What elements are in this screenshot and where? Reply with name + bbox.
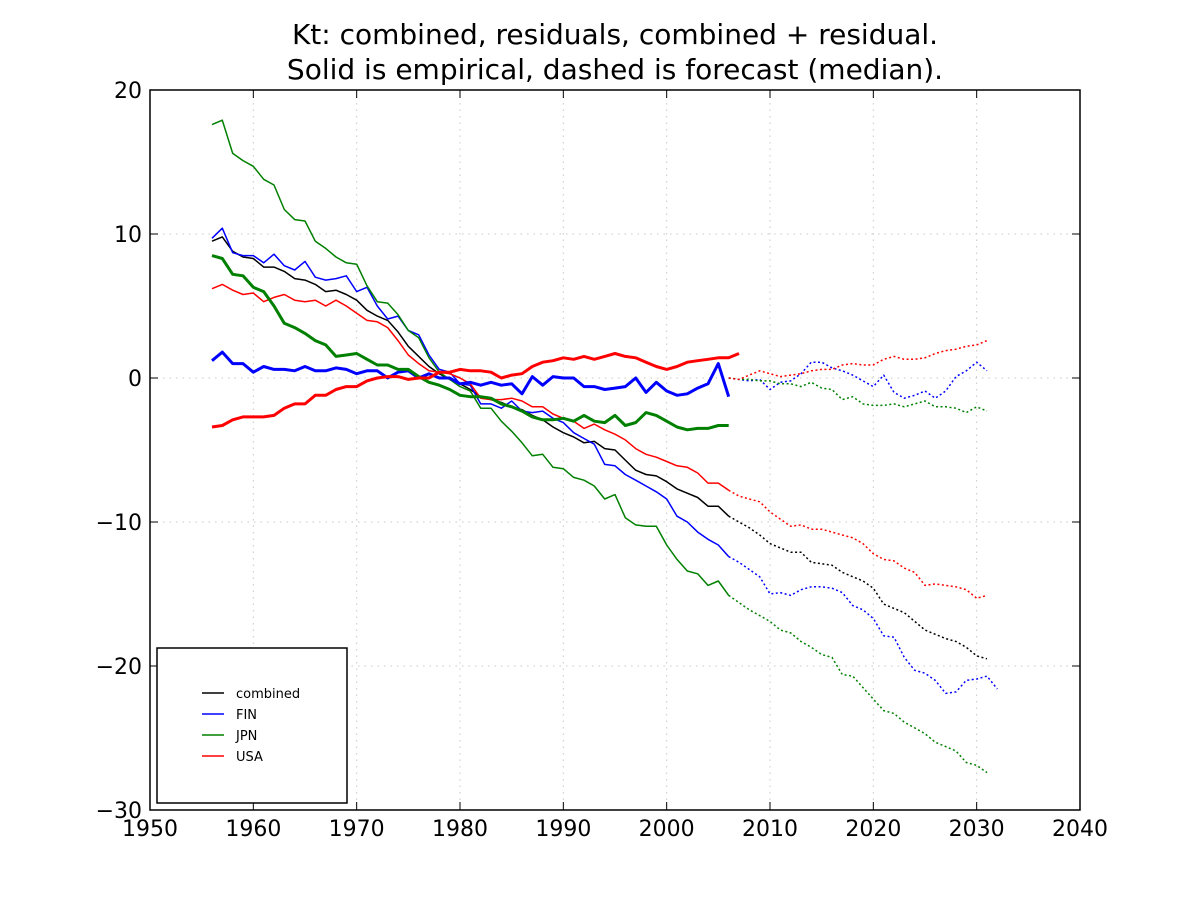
x-tick-label: 1990 <box>535 817 591 842</box>
legend-label-jpn: JPN <box>235 729 257 744</box>
x-tick-label: 1960 <box>225 817 281 842</box>
y-tick-labels: 20 10 0 −10 −20 −30 <box>96 79 142 824</box>
x-tick-label: 1950 <box>122 817 178 842</box>
legend-label-combined: combined <box>236 687 300 702</box>
axis-ticks <box>149 89 1081 811</box>
x-tick-label: 2020 <box>845 817 901 842</box>
y-tick-label: −30 <box>96 799 142 824</box>
legend: combined FIN JPN USA <box>156 647 348 804</box>
legend-label-usa: USA <box>236 750 263 765</box>
x-tick-label: 2000 <box>639 817 695 842</box>
series-line-usa-residual-forecast <box>728 339 988 381</box>
x-tick-label: 2030 <box>949 817 1005 842</box>
y-tick-label: 20 <box>114 79 142 104</box>
series-line-fin-residual-forecast <box>728 361 988 399</box>
y-tick-label: 0 <box>128 367 142 392</box>
legend-label-fin: FIN <box>236 708 257 723</box>
chart-title-line-1: Kt: combined, residuals, combined + resi… <box>292 18 938 51</box>
series-line-jpn-residual <box>211 254 729 432</box>
plot-lines <box>211 119 998 774</box>
chart-title-line-2: Solid is empirical, dashed is forecast (… <box>287 53 943 86</box>
x-tick-label: 1970 <box>329 817 385 842</box>
series-line-usa-residual <box>211 352 740 429</box>
series-line-combined-combined-residual <box>211 236 730 517</box>
y-tick-label: −10 <box>96 511 142 536</box>
x-tick-labels: 1950 1960 1970 1980 1990 2000 2010 2020 2030 2040 <box>122 817 1108 842</box>
y-tick-label: 10 <box>114 223 142 248</box>
series-line-jpn-combined-residual <box>211 119 730 596</box>
x-tick-label: 1980 <box>432 817 488 842</box>
series-line-jpn-forecast <box>728 594 988 774</box>
series-line-fin-residual <box>211 350 731 398</box>
plot-frame <box>149 89 1081 811</box>
series-line-fin-combined-residual <box>211 227 730 558</box>
x-tick-label: 2010 <box>742 817 798 842</box>
x-tick-label: 2040 <box>1052 817 1108 842</box>
series-line-usa-forecast <box>728 489 988 600</box>
y-tick-label: −20 <box>96 655 142 680</box>
legend-box <box>156 647 348 804</box>
grid <box>150 90 1080 810</box>
